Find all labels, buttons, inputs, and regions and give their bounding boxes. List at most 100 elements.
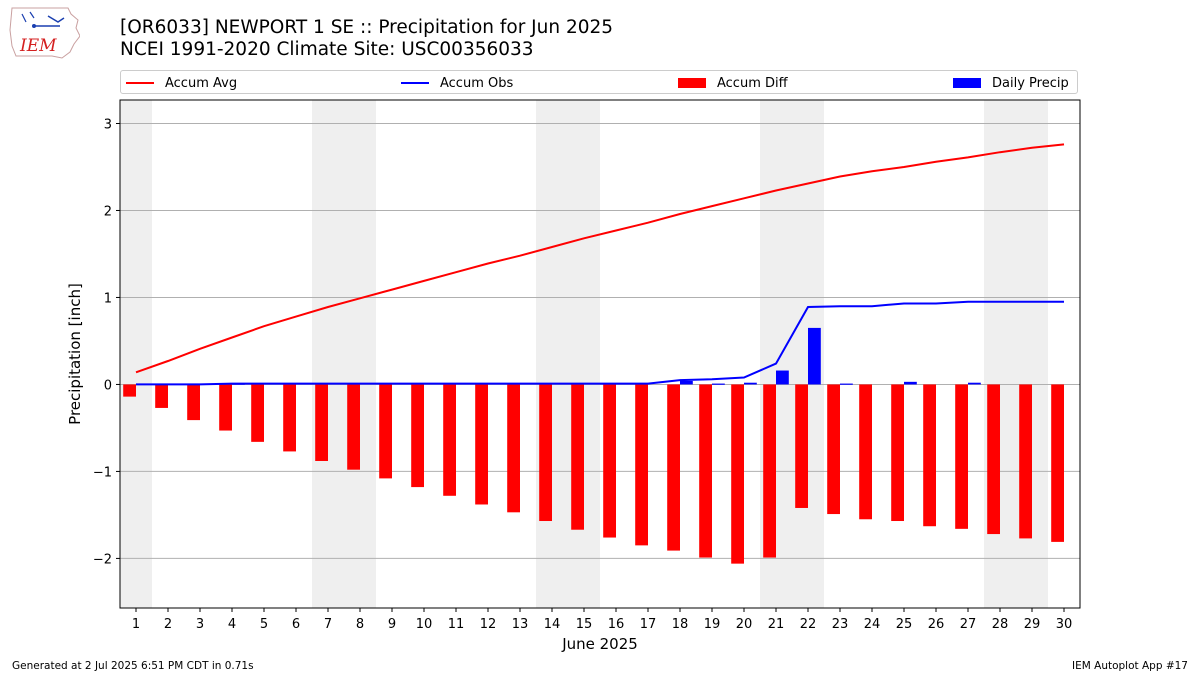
accum-diff-bar-3 — [187, 384, 200, 421]
x-tick-label-2: 2 — [164, 617, 172, 632]
x-tick-label-22: 22 — [800, 617, 817, 632]
y-tick-label-5: 3 — [104, 117, 112, 132]
y-tick-label-0: −2 — [93, 552, 112, 567]
x-tick-label-25: 25 — [896, 617, 913, 632]
accum-diff-bar-13 — [507, 384, 520, 513]
daily-precip-bar-25 — [904, 381, 917, 385]
accum-diff-bar-1 — [123, 384, 136, 397]
accum-diff-bar-20 — [731, 384, 744, 564]
accum-diff-bar-17 — [635, 384, 648, 546]
accum-diff-bar-11 — [443, 384, 456, 496]
bars — [123, 327, 1064, 564]
accum-diff-bar-30 — [1051, 384, 1064, 542]
iem-iowa-logo-icon: IEM — [9, 7, 80, 59]
y-tick-label-1: −1 — [93, 465, 112, 480]
accum-diff-bar-15 — [571, 384, 584, 530]
accum-diff-bar-14 — [539, 384, 552, 522]
x-tick-label-17: 17 — [640, 617, 657, 632]
daily-precip-bar-27 — [968, 382, 981, 385]
logo-text: IEM — [19, 36, 57, 56]
x-tick-label-10: 10 — [416, 617, 433, 632]
weekend-shade-2 — [536, 100, 600, 608]
footer-generated-text: Generated at 2 Jul 2025 6:51 PM CDT in 0… — [12, 660, 254, 672]
x-tick-label-21: 21 — [768, 617, 785, 632]
x-tick-label-18: 18 — [672, 617, 689, 632]
x-tick-label-30: 30 — [1056, 617, 1073, 632]
y-tick-label-4: 2 — [104, 204, 112, 219]
x-tick-label-15: 15 — [576, 617, 593, 632]
x-tick-label-4: 4 — [228, 617, 236, 632]
x-tick-label-13: 13 — [512, 617, 529, 632]
daily-precip-bar-23 — [840, 383, 853, 385]
accum-diff-bar-23 — [827, 384, 840, 515]
accum-diff-bar-18 — [667, 384, 680, 551]
weekend-shade-0 — [120, 100, 152, 608]
legend-label-accum-obs: Accum Obs — [440, 75, 514, 91]
x-tick-label-23: 23 — [832, 617, 849, 632]
weekend-shade-1 — [312, 100, 376, 608]
x-tick-label-7: 7 — [324, 617, 332, 632]
accum-diff-bar-6 — [283, 384, 296, 452]
legend-label-accum-avg: Accum Avg — [165, 75, 238, 91]
daily-precip-bar-18 — [680, 380, 693, 385]
x-tick-label-26: 26 — [928, 617, 945, 632]
accum-diff-bar-25 — [891, 384, 904, 522]
legend-swatch-accum-diff — [678, 78, 706, 88]
line-accum-avg — [135, 143, 1065, 374]
accum-diff-bar-12 — [475, 384, 488, 505]
accum-diff-bar-16 — [603, 384, 616, 538]
x-tick-label-9: 9 — [388, 617, 396, 632]
x-tick-label-12: 12 — [480, 617, 497, 632]
x-tick-label-14: 14 — [544, 617, 561, 632]
accum-diff-bar-9 — [379, 384, 392, 479]
accum-diff-bar-4 — [219, 384, 232, 431]
accum-diff-bar-28 — [987, 384, 1000, 535]
x-tick-label-1: 1 — [132, 617, 140, 632]
accum-diff-bar-10 — [411, 384, 424, 488]
chart-legend: Accum Avg Accum Obs Accum Diff Daily Pre… — [120, 70, 1078, 94]
x-tick-label-19: 19 — [704, 617, 721, 632]
chart-subtitle: NCEI 1991-2020 Climate Site: USC00356033 — [120, 39, 534, 60]
daily-precip-bar-22 — [808, 327, 821, 385]
lines — [135, 143, 1065, 386]
x-tick-label-3: 3 — [196, 617, 204, 632]
accum-diff-bar-24 — [859, 384, 872, 520]
daily-precip-bar-20 — [744, 382, 757, 385]
y-tick-label-2: 0 — [104, 378, 112, 393]
legend-label-accum-diff: Accum Diff — [717, 75, 788, 91]
legend-item-accum-avg: Accum Avg — [126, 74, 237, 92]
accum-diff-bar-7 — [315, 384, 328, 461]
legend-item-daily-precip: Daily Precip — [953, 74, 1069, 92]
chart-title: [OR6033] NEWPORT 1 SE :: Precipitation f… — [120, 17, 614, 38]
line-accum-obs — [136, 300, 1064, 386]
x-tick-label-28: 28 — [992, 617, 1009, 632]
legend-label-daily-precip: Daily Precip — [992, 75, 1069, 91]
accum-diff-bar-22 — [795, 384, 808, 508]
legend-item-accum-diff: Accum Diff — [678, 74, 788, 92]
x-tick-label-6: 6 — [292, 617, 300, 632]
accum-diff-bar-8 — [347, 384, 360, 470]
accum-diff-bar-5 — [251, 384, 264, 442]
legend-swatch-accum-obs — [401, 82, 429, 84]
x-tick-label-16: 16 — [608, 617, 625, 632]
x-tick-label-5: 5 — [260, 617, 268, 632]
legend-swatch-daily-precip — [953, 78, 981, 88]
accum-diff-bar-27 — [955, 384, 968, 529]
accum-diff-bar-26 — [923, 384, 936, 527]
x-tick-label-11: 11 — [448, 617, 465, 632]
x-tick-label-8: 8 — [356, 617, 364, 632]
x-tick-label-27: 27 — [960, 617, 977, 632]
x-tick-label-20: 20 — [736, 617, 753, 632]
grid-lines — [120, 122, 1080, 559]
daily-precip-bar-21 — [776, 370, 789, 385]
daily-precip-bar-19 — [712, 383, 725, 385]
accum-diff-bar-29 — [1019, 384, 1032, 539]
accum-diff-bar-2 — [155, 384, 168, 408]
accum-diff-bar-19 — [699, 384, 712, 558]
legend-item-accum-obs: Accum Obs — [401, 74, 513, 92]
y-tick-label-3: 1 — [104, 291, 112, 306]
plot-frame — [119, 99, 1081, 609]
accum-diff-bar-21 — [763, 384, 776, 558]
x-axis-label: June 2025 — [561, 635, 638, 653]
y-axis-label: Precipitation [inch] — [66, 283, 84, 425]
